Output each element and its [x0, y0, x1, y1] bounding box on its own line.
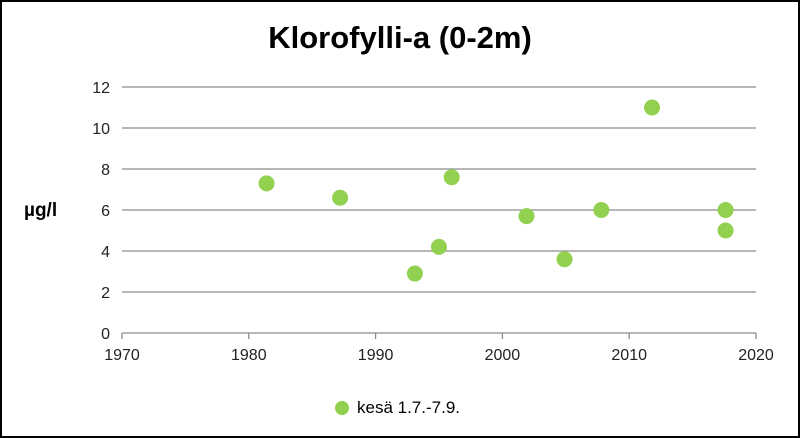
- y-tick-label: 4: [101, 244, 110, 261]
- y-tick-label: 6: [101, 203, 110, 220]
- x-tick-label: 2010: [611, 347, 647, 364]
- data-point: [717, 222, 734, 239]
- y-tick-label: 12: [92, 80, 110, 97]
- data-point: [443, 169, 460, 186]
- data-point: [556, 251, 573, 268]
- y-tick-label: 8: [101, 162, 110, 179]
- x-tick-label: 2000: [485, 347, 521, 364]
- legend-label: kesä 1.7.-7.9.: [357, 398, 461, 417]
- x-tick-label: 1990: [358, 347, 394, 364]
- data-point: [518, 208, 535, 225]
- data-point: [332, 189, 349, 206]
- y-tick-label: 2: [101, 285, 110, 302]
- data-point: [258, 175, 275, 192]
- legend-marker-icon: [335, 401, 349, 415]
- x-tick-label: 2020: [738, 347, 774, 364]
- data-point: [406, 265, 423, 282]
- legend: kesä 1.7.-7.9.: [335, 398, 460, 418]
- data-point: [717, 202, 734, 218]
- y-tick-label: 10: [92, 121, 110, 138]
- y-tick-label: 0: [101, 326, 110, 343]
- x-tick-label: 1970: [104, 347, 140, 364]
- data-point: [431, 238, 447, 255]
- chart-title: Klorofylli-a (0-2m): [268, 20, 532, 55]
- data-point: [644, 99, 661, 116]
- data-point: [593, 202, 610, 218]
- y-axis-label: µg/l: [24, 200, 58, 221]
- x-tick-label: 1980: [231, 347, 267, 364]
